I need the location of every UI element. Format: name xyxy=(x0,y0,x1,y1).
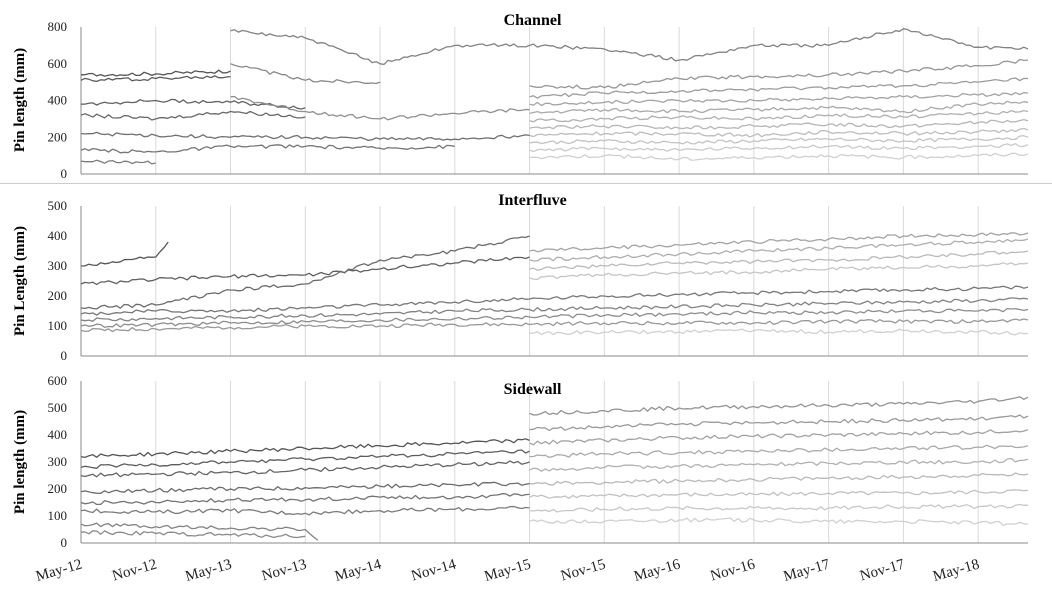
series-line-6 xyxy=(80,318,1029,333)
y-axis-label: Pin Length (mm) xyxy=(12,226,28,336)
x-tick-label: May-16 xyxy=(632,556,683,585)
series-line-4 xyxy=(80,297,1029,322)
y-tick-label: 200 xyxy=(48,129,68,144)
series-line-2 xyxy=(80,235,530,310)
series-line-5 xyxy=(80,505,530,516)
series-line-5 xyxy=(80,307,1029,328)
series-line-4 xyxy=(80,131,530,142)
y-axis-label: Pin length (mm) xyxy=(12,410,28,514)
y-tick-label: 600 xyxy=(48,56,68,71)
x-tick-label: May-14 xyxy=(333,556,384,585)
y-tick-label: 0 xyxy=(61,166,68,181)
series-line-2 xyxy=(80,98,306,110)
series-line-7 xyxy=(230,28,1029,66)
series-line-18 xyxy=(529,142,1029,153)
x-tick-label: May-18 xyxy=(931,556,981,584)
series-line-1 xyxy=(80,449,530,469)
y-axis-label: Pin length (mm) xyxy=(12,48,28,152)
y-tick-label: 100 xyxy=(48,318,68,333)
series-line-4 xyxy=(80,493,530,506)
series-line-13 xyxy=(529,100,1029,115)
series-line-2 xyxy=(80,460,530,478)
series-line-8 xyxy=(529,238,1029,262)
series-line-3 xyxy=(80,481,530,494)
series-line-0 xyxy=(80,241,169,267)
series-line-10 xyxy=(529,262,1029,281)
x-tick-label: Nov-15 xyxy=(559,556,607,584)
y-tick-label: 400 xyxy=(48,427,68,442)
y-tick-label: 300 xyxy=(48,258,68,273)
series-line-3 xyxy=(80,110,306,121)
y-tick-label: 500 xyxy=(48,198,68,213)
y-tick-label: 0 xyxy=(61,535,68,550)
series-line-17 xyxy=(529,135,1029,145)
x-tick-label: Nov-17 xyxy=(858,556,907,584)
x-tick-label: May-12 xyxy=(34,556,84,584)
series-line-6 xyxy=(80,159,156,165)
series-line-12 xyxy=(529,457,1029,472)
series-line-11 xyxy=(529,444,1029,459)
series-line-9 xyxy=(529,250,1029,271)
chart-title: Sidewall xyxy=(504,381,562,398)
series-line-3 xyxy=(80,285,1029,316)
y-tick-label: 0 xyxy=(61,348,68,363)
x-tick-label: Nov-12 xyxy=(110,556,158,584)
x-tick-label: May-13 xyxy=(184,556,234,584)
series-line-11 xyxy=(529,77,1029,99)
y-tick-label: 300 xyxy=(48,454,68,469)
series-line-8 xyxy=(230,63,381,85)
y-tick-label: 400 xyxy=(48,93,68,108)
x-tick-label: Nov-16 xyxy=(709,556,758,584)
y-tick-label: 200 xyxy=(48,481,68,496)
series-line-13 xyxy=(529,472,1029,486)
x-tick-label: Nov-14 xyxy=(409,556,458,584)
series-line-9 xyxy=(230,95,530,121)
series-line-7 xyxy=(529,232,1029,253)
x-tick-label: May-15 xyxy=(483,556,533,584)
series-line-16 xyxy=(529,127,1029,138)
series-line-12 xyxy=(529,92,1029,107)
series-line-6 xyxy=(80,522,319,541)
y-tick-label: 200 xyxy=(48,288,68,303)
series-line-10 xyxy=(529,428,1029,446)
y-tick-label: 600 xyxy=(48,373,68,388)
y-tick-label: 500 xyxy=(48,400,68,415)
series-line-8 xyxy=(529,396,1029,416)
y-tick-label: 800 xyxy=(48,19,68,34)
chart-panel-1: 0 100 200 300 400 500 Interfluve Pin Length (mm… xyxy=(12,192,1029,363)
series-line-14 xyxy=(529,109,1029,123)
chart-panel-2: 0 100 200 300 400 500 600 Sidewall Pin length (m… xyxy=(12,373,1029,550)
chart-panel-0: 0 200 400 600 800 Channel Pin length (mm) xyxy=(12,12,1029,181)
series-line-7 xyxy=(80,530,306,539)
series-line-15 xyxy=(529,118,1029,130)
series-line-1 xyxy=(80,75,231,83)
y-tick-label: 400 xyxy=(48,228,68,243)
series-line-9 xyxy=(529,414,1029,432)
y-tick-label: 100 xyxy=(48,508,68,523)
series-line-0 xyxy=(80,438,530,459)
x-tick-label: May-17 xyxy=(782,556,833,585)
series-line-0 xyxy=(80,69,231,77)
series-line-1 xyxy=(80,256,530,286)
series-line-10 xyxy=(529,58,1029,90)
series-line-15 xyxy=(529,503,1029,513)
series-line-11 xyxy=(529,328,1029,336)
chart-title: Channel xyxy=(504,12,562,29)
series-line-5 xyxy=(80,144,455,154)
series-line-19 xyxy=(529,152,1029,161)
series-line-14 xyxy=(529,489,1029,499)
x-tick-label: Nov-13 xyxy=(260,556,308,584)
chart-title: Interfluve xyxy=(498,192,566,209)
series-line-16 xyxy=(529,517,1029,526)
